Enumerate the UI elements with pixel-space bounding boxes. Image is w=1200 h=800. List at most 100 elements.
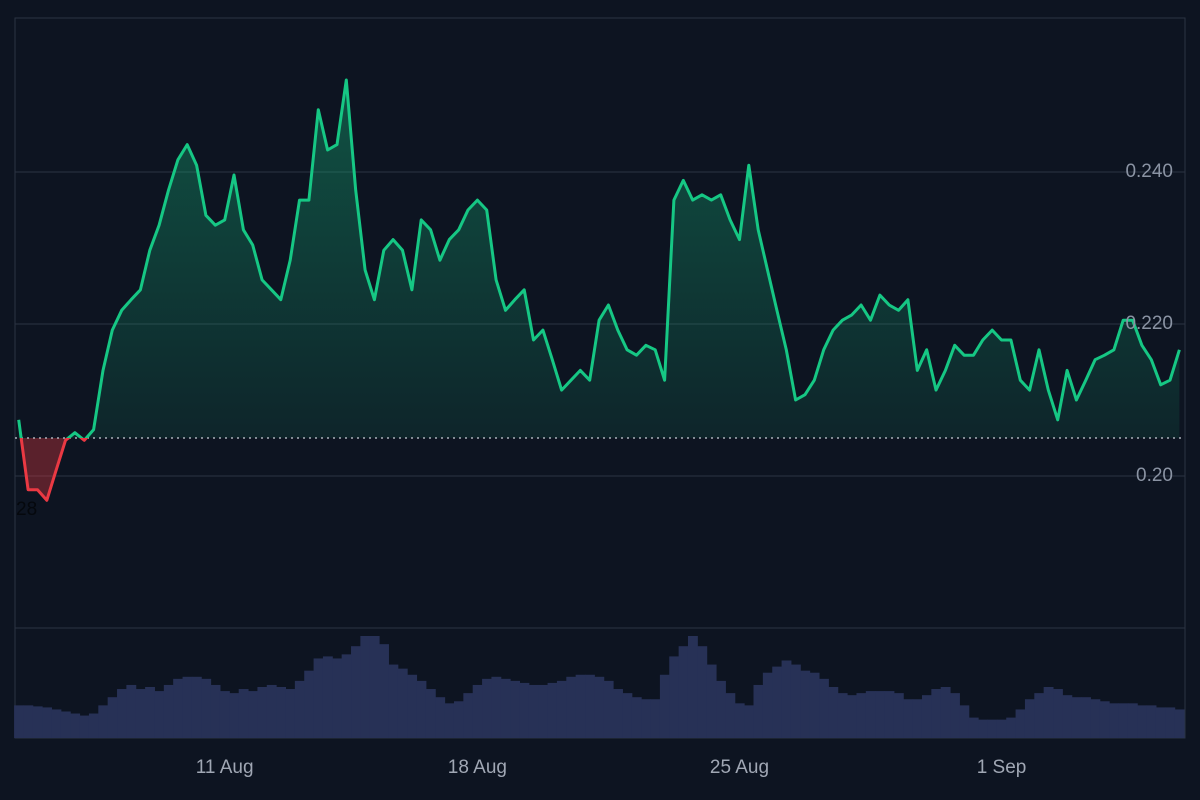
- volume-bar: [135, 689, 146, 738]
- volume-bar: [912, 699, 923, 738]
- volume-bar: [1174, 709, 1185, 738]
- volume-bar: [884, 691, 895, 738]
- volume-bar: [650, 699, 661, 738]
- volume-bar: [706, 664, 717, 738]
- volume-bar: [117, 689, 127, 738]
- volume-bar: [950, 693, 960, 738]
- x-tick-label: 1 Sep: [977, 757, 1027, 778]
- volume-bar: [332, 658, 343, 738]
- volume-bar: [88, 713, 99, 738]
- volume-bar: [1081, 697, 1091, 738]
- volume-bar: [313, 658, 324, 738]
- volume-bar: [1043, 687, 1054, 738]
- price-line-above: [17, 78, 1181, 438]
- volume-bar: [865, 691, 876, 738]
- volume-bar: [1099, 701, 1110, 738]
- volume-bar: [51, 709, 62, 738]
- annotation: 28: [16, 499, 37, 520]
- volume-bar: [163, 684, 174, 738]
- volume-bar: [687, 636, 698, 738]
- y-tick-label: 0.220: [1125, 313, 1173, 334]
- volume-bar: [828, 687, 839, 738]
- volume-bar: [903, 699, 914, 738]
- volume-bar: [968, 717, 979, 738]
- volume-bar: [585, 674, 595, 738]
- volume-bar: [594, 676, 605, 738]
- volume-bar: [716, 680, 726, 738]
- x-tick-label: 18 Aug: [448, 757, 507, 778]
- volume-bar: [856, 693, 867, 738]
- volume-bar: [191, 676, 202, 738]
- volume-bar: [472, 684, 483, 738]
- volume-bar: [154, 691, 165, 738]
- volume-bar: [940, 687, 951, 738]
- volume-bar: [1090, 699, 1101, 738]
- y-tick-label: 0.240: [1125, 161, 1173, 182]
- volume-bar: [23, 705, 34, 738]
- volume-bar: [79, 715, 90, 738]
- volume-bar: [847, 695, 857, 738]
- volume-bar: [996, 719, 1007, 738]
- volume-bar: [229, 693, 240, 738]
- volume-bar: [613, 689, 623, 738]
- volume-bar: [407, 674, 418, 738]
- volume-bar: [126, 684, 137, 738]
- volume-bar: [453, 701, 464, 738]
- volume-bar: [257, 687, 268, 738]
- volume-bar: [837, 693, 848, 738]
- volume-bar: [491, 676, 502, 738]
- volume-bar: [931, 689, 942, 738]
- volume-bar: [210, 684, 221, 738]
- volume-bar: [725, 693, 736, 738]
- volume-bar: [781, 660, 792, 738]
- volume-bar: [669, 656, 680, 738]
- volume-bar: [32, 706, 43, 738]
- volume-bar: [987, 719, 998, 738]
- volume-bar: [500, 678, 511, 738]
- volume-bar: [800, 670, 811, 738]
- volume-bar: [238, 689, 249, 738]
- x-tick-label: 11 Aug: [196, 757, 254, 778]
- volume-bar: [219, 691, 230, 738]
- volume-bar: [762, 672, 773, 738]
- volume-bar: [875, 691, 886, 738]
- volume-bar: [734, 703, 745, 738]
- area-above: [18, 80, 1180, 438]
- volume-bar: [107, 697, 118, 738]
- volume-bar: [697, 646, 708, 738]
- volume-bar: [678, 646, 689, 738]
- volume-bar: [538, 684, 549, 738]
- volume-bar: [1062, 695, 1073, 738]
- volume-bar: [14, 705, 24, 738]
- volume-bar: [201, 678, 212, 738]
- volume-bar: [463, 693, 474, 738]
- volume-bar: [603, 680, 614, 738]
- volume-bar: [276, 687, 287, 738]
- volume-bar: [519, 682, 530, 738]
- volume-bar: [1109, 703, 1120, 738]
- volume-bar: [510, 680, 521, 738]
- volume-bar: [1015, 709, 1026, 738]
- volume-bar: [575, 674, 586, 738]
- volume-bar: [1127, 703, 1138, 738]
- volume-bar: [753, 684, 764, 738]
- volume-bar: [566, 676, 577, 738]
- volume-bar: [285, 689, 296, 738]
- volume-bar: [42, 707, 53, 738]
- volume-bar: [322, 656, 333, 738]
- volume-bar: [173, 678, 184, 738]
- volume-bar: [893, 693, 904, 738]
- volume-bar: [397, 668, 408, 738]
- volume-bar: [1155, 707, 1166, 738]
- volume-bar: [182, 676, 193, 738]
- volume-bar: [425, 689, 436, 738]
- volume-bar: [959, 705, 970, 738]
- volume-bar: [631, 697, 642, 738]
- volume-bar: [1146, 705, 1157, 738]
- volume-bar: [351, 646, 361, 738]
- volume-bar: [145, 687, 155, 738]
- volume-bar: [1006, 717, 1017, 738]
- volume-bar: [360, 636, 371, 738]
- volume-bar: [1165, 707, 1176, 738]
